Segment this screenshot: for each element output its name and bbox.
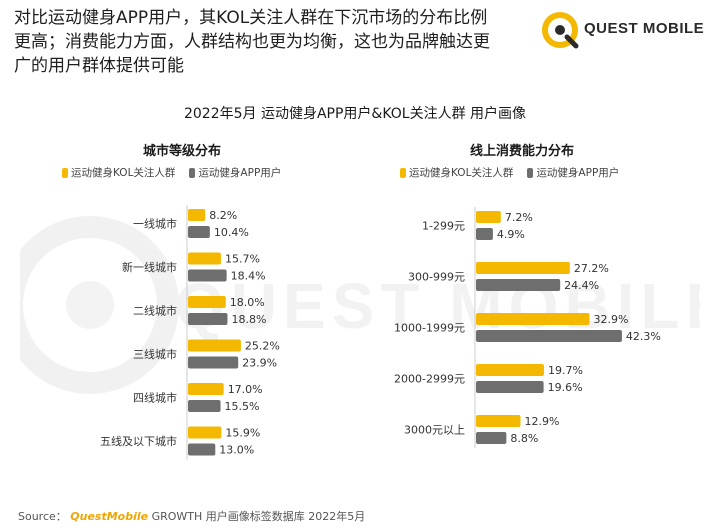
category-label: 2000-2999元 xyxy=(394,373,465,386)
kol-bar xyxy=(188,296,226,308)
data-label: 18.4% xyxy=(231,270,266,283)
legend-swatch-kol xyxy=(62,167,68,178)
source-rest: GROWTH 用户画像标签数据库 2022年5月 xyxy=(151,510,366,523)
kol-bar xyxy=(188,339,241,352)
data-label: 19.7% xyxy=(548,364,583,377)
logo-text: QUEST MOBILE xyxy=(584,20,705,37)
app-bar xyxy=(476,330,622,342)
headline-line-2: 更高；消费能力方面，人群结构也更为均衡，这也为品牌触达更 xyxy=(14,32,490,52)
headline-line-1: 对比运动健身APP用户，其KOL关注人群在下沉市场的分布比例 xyxy=(14,8,488,28)
quest-mobile-logo-icon xyxy=(542,12,579,49)
source-prefix: Source： xyxy=(18,510,67,523)
data-label: 7.2% xyxy=(505,211,533,224)
source-brand: QuestMobile xyxy=(70,510,149,523)
data-label: 17.0% xyxy=(228,383,263,396)
kol-bar xyxy=(476,313,590,325)
data-label: 24.4% xyxy=(564,279,599,292)
data-label: 18.0% xyxy=(230,296,265,309)
data-label: 4.9% xyxy=(497,228,525,241)
app-bar xyxy=(188,313,228,325)
category-label: 300-999元 xyxy=(408,271,465,284)
data-label: 15.5% xyxy=(225,400,260,413)
data-label: 32.9% xyxy=(594,313,629,326)
category-label: 二线城市 xyxy=(133,304,177,318)
data-label: 13.0% xyxy=(219,444,254,457)
data-label: 18.8% xyxy=(231,313,266,326)
category-label: 四线城市 xyxy=(133,391,177,405)
kol-bar xyxy=(476,364,544,376)
app-bar xyxy=(188,400,221,412)
chart-title: 2022年5月 运动健身APP用户&KOL关注人群 用户画像 xyxy=(183,106,527,122)
category-label: 1-299元 xyxy=(422,220,465,233)
category-label: 三线城市 xyxy=(133,347,177,361)
source-note: Source： QuestMobile GROWTH 用户画像标签数据库 202… xyxy=(18,508,365,524)
kol-bar xyxy=(188,383,224,395)
spending-power-chart: 1-299元 7.2% 4.9% 300-999元 27.2% 24.4% 1000-199… xyxy=(394,207,661,448)
kol-bar xyxy=(188,252,221,265)
legend-swatch-kol xyxy=(400,167,406,178)
category-label: 新一线城市 xyxy=(122,260,177,274)
kol-bar xyxy=(188,209,206,221)
data-label: 23.9% xyxy=(242,357,277,370)
data-label: 10.4% xyxy=(214,226,249,239)
city-tier-chart: 一线城市 8.2% 10.4% 新一线城市 15.7% 18.4% 二线城市 18.0% 18.… xyxy=(100,205,280,460)
data-label: 15.7% xyxy=(225,253,260,266)
legend-label-kol: 运动健身KOL关注人群 xyxy=(71,167,176,179)
data-label: 8.8% xyxy=(510,432,538,445)
category-label: 五线及以下城市 xyxy=(100,434,177,448)
kol-bar xyxy=(476,415,521,427)
legend-label-kol: 运动健身KOL关注人群 xyxy=(409,167,514,179)
app-bar xyxy=(188,269,227,282)
app-bar xyxy=(188,226,210,238)
app-bar xyxy=(188,443,216,456)
data-label: 15.9% xyxy=(225,427,260,440)
legend-spend: 运动健身KOL关注人群 运动健身APP用户 xyxy=(400,165,633,180)
data-label: 19.6% xyxy=(548,381,583,394)
legend-swatch-app xyxy=(189,167,196,178)
headline-line-3: 广的用户群体提供可能 xyxy=(14,56,184,76)
legend-swatch-app xyxy=(527,167,534,178)
data-label: 12.9% xyxy=(525,415,560,428)
app-bar xyxy=(476,432,507,444)
data-label: 25.2% xyxy=(245,340,280,353)
kol-bar xyxy=(188,426,222,439)
app-bar xyxy=(476,381,544,393)
kol-bar xyxy=(476,262,570,274)
data-label: 8.2% xyxy=(209,209,237,222)
data-label: 27.2% xyxy=(574,262,609,275)
app-bar xyxy=(476,228,493,240)
legend-label-app: 运动健身APP用户 xyxy=(536,167,620,179)
legend-city: 运动健身KOL关注人群 运动健身APP用户 xyxy=(62,165,295,180)
data-label: 42.3% xyxy=(626,330,661,343)
app-bar xyxy=(476,279,561,291)
category-label: 一线城市 xyxy=(133,217,177,231)
kol-bar xyxy=(476,211,501,223)
panel-title-city: 城市等级分布 xyxy=(143,144,222,159)
app-bar xyxy=(188,356,239,369)
legend-label-app: 运动健身APP用户 xyxy=(198,167,282,179)
panel-title-spend: 线上消费能力分布 xyxy=(470,144,575,159)
category-label: 3000元以上 xyxy=(404,424,465,437)
headline: 对比运动健身APP用户，其KOL关注人群在下沉市场的分布比例 更高；消费能力方面… xyxy=(14,6,534,78)
category-label: 1000-1999元 xyxy=(394,322,465,335)
